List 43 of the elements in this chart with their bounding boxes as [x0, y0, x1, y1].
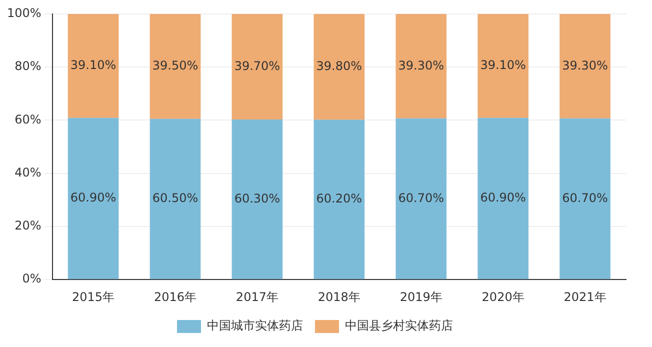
bar — [396, 118, 447, 280]
bar — [560, 118, 610, 280]
bar — [68, 14, 119, 118]
bar — [150, 118, 201, 280]
y-tick-label: 80% — [14, 59, 42, 74]
y-tick-label: 0% — [22, 272, 42, 286]
bar — [478, 14, 528, 118]
legend-label: 中国县乡村实体药店 — [345, 318, 453, 333]
data-label: 39.70% — [234, 58, 280, 73]
data-label: 60.50% — [152, 191, 198, 206]
data-label: 60.20% — [316, 192, 362, 206]
bar — [232, 119, 283, 280]
y-tick-label: 100% — [6, 6, 42, 20]
y-tick-label: 60% — [14, 112, 42, 126]
bar — [68, 118, 119, 280]
bar — [314, 120, 365, 280]
bar — [478, 118, 528, 280]
legend-label: 中国城市实体药店 — [207, 318, 303, 333]
bar — [232, 14, 283, 120]
data-label: 60.70% — [398, 190, 444, 205]
x-tick-label: 2020年 — [482, 290, 524, 304]
data-label: 39.80% — [316, 58, 362, 73]
data-label: 39.10% — [70, 58, 116, 72]
x-tick-label: 2019年 — [400, 290, 442, 304]
data-label: 60.30% — [234, 191, 280, 206]
data-label: 60.90% — [480, 190, 526, 205]
bar — [314, 14, 365, 120]
data-label: 60.90% — [70, 190, 116, 205]
x-tick-label: 2021年 — [564, 290, 606, 304]
x-tick-label: 2015年 — [72, 290, 115, 304]
x-tick-label: 2017年 — [236, 290, 278, 304]
bar — [396, 14, 447, 118]
data-label: 39.50% — [152, 58, 198, 73]
y-tick-label: 20% — [14, 218, 42, 233]
x-tick-label: 2016年 — [154, 290, 197, 304]
y-tick-label: 40% — [14, 165, 42, 180]
bar — [560, 14, 610, 118]
bar — [150, 14, 201, 119]
data-label: 39.30% — [562, 58, 608, 72]
data-label: 39.30% — [398, 58, 444, 72]
x-tick-label: 2018年 — [318, 290, 360, 304]
data-label: 39.10% — [480, 58, 526, 72]
data-label: 60.70% — [562, 190, 608, 205]
